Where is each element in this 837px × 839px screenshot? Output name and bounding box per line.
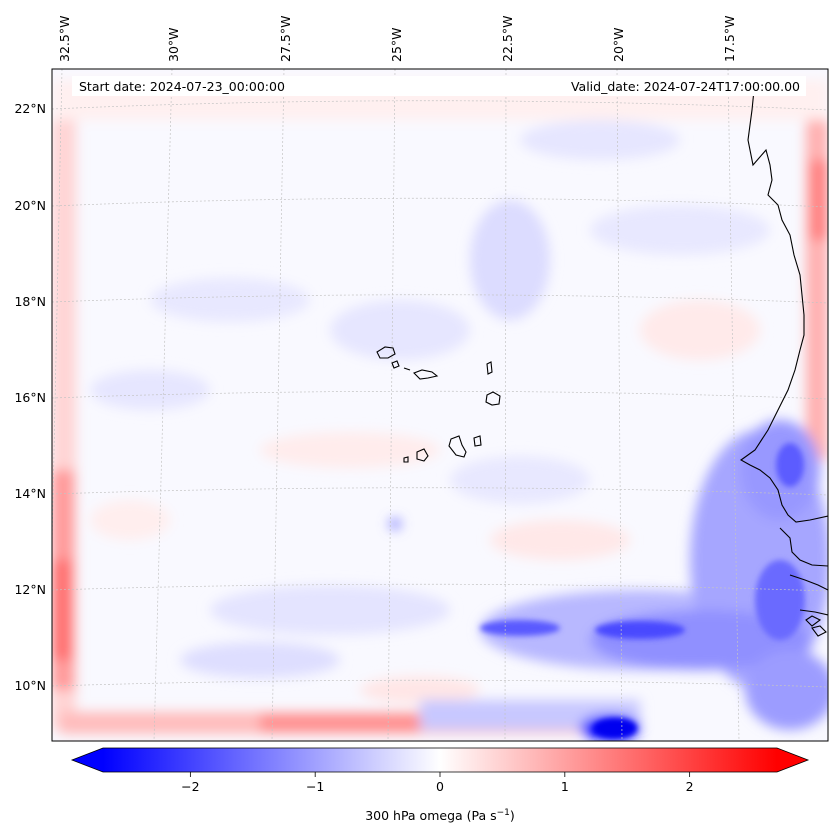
lat-label: 22°N (14, 101, 46, 116)
colorbar-label-close: ) (510, 808, 515, 823)
island-sal (486, 361, 493, 375)
island-boa-vista (485, 391, 501, 406)
colorbar-ticks: −2 −1 0 1 2 (181, 772, 694, 794)
map-frame (51, 68, 829, 742)
field-pattern (52, 80, 828, 741)
colorbar-gradient (103, 748, 777, 772)
bijagos-islands (805, 615, 827, 637)
graticule (52, 69, 828, 741)
island-fogo (416, 448, 429, 462)
island-santiago (448, 435, 467, 458)
lon-label: 20°W (611, 27, 626, 62)
lat-label: 18°N (14, 294, 46, 309)
valid-date-label: Valid_date: 2024-07-24T17:00:00.00 (571, 79, 800, 94)
lat-label: 16°N (14, 390, 46, 405)
island-santo-antao (376, 346, 396, 359)
colorbar-tick-label: 0 (436, 779, 444, 794)
lon-label: 17.5°W (722, 16, 737, 62)
colorbar: −2 −1 0 1 2 300 hPa omega (Pa s−1) (70, 747, 810, 823)
lon-label: 32.5°W (57, 16, 72, 62)
colorbar-extend-high (777, 748, 808, 772)
lat-label: 10°N (14, 678, 46, 693)
colorbar-label-exponent: −1 (497, 808, 510, 818)
lat-tick-labels: 22°N 20°N 18°N 16°N 14°N 12°N 10°N (14, 101, 46, 693)
field-detail (480, 443, 805, 738)
island-brava (403, 456, 409, 463)
island-maio (473, 435, 482, 447)
lat-label: 12°N (14, 582, 46, 597)
island-sao-vicente (391, 360, 400, 369)
colorbar-tick-label: 2 (686, 779, 694, 794)
coastlines (376, 79, 828, 637)
date-header-strip (72, 76, 806, 96)
colorbar-label-text: 300 hPa omega (Pa s (365, 808, 496, 823)
lon-label: 27.5°W (278, 16, 293, 62)
lon-label: 30°W (166, 27, 181, 62)
colorbar-outline (70, 747, 810, 773)
lon-label: 25°W (389, 27, 404, 62)
lon-label: 22.5°W (500, 16, 515, 62)
omega-field: Start date: 2024-07-23_00:00:00 Valid_da… (52, 69, 828, 741)
lat-label: 20°N (14, 198, 46, 213)
start-date-label: Start date: 2024-07-23_00:00:00 (79, 79, 285, 94)
lat-label: 14°N (14, 486, 46, 501)
island-santa-luzia (403, 367, 411, 371)
colorbar-tick-label: −1 (306, 779, 324, 794)
west-africa-coastline (739, 79, 828, 616)
colorbar-extend-low (72, 748, 103, 772)
colorbar-label: 300 hPa omega (Pa s−1) (365, 808, 515, 823)
colorbar-tick-label: −2 (181, 779, 199, 794)
lon-tick-labels: 32.5°W 30°W 27.5°W 25°W 22.5°W 20°W 17.5… (57, 16, 737, 62)
colorbar-tick-label: 1 (561, 779, 569, 794)
island-sao-nicolau (413, 369, 439, 380)
